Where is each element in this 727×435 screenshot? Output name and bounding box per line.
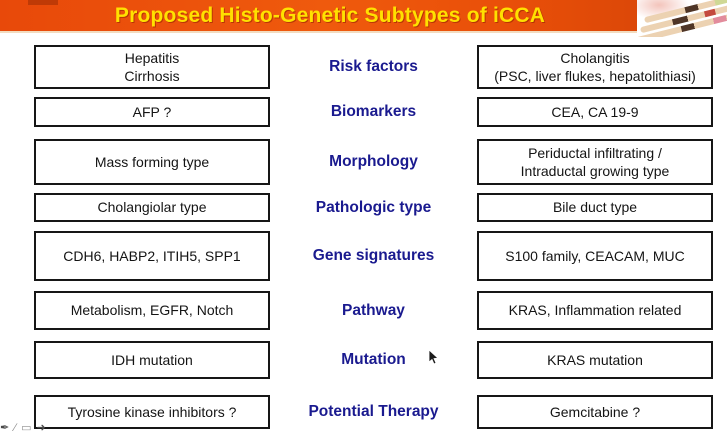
comparison-row: AFP ? Biomarkers CEA, CA 19-9 — [0, 97, 727, 127]
slash-pen-icon[interactable]: ∕ — [14, 422, 17, 434]
right-subtype-box: Bile duct type — [477, 193, 713, 222]
presenter-toolbar: ✒ ∕ ▭ ➜ — [0, 421, 46, 435]
row-category-label: Pathway — [342, 301, 405, 319]
right-subtype-box: S100 family, CEACAM, MUC — [477, 231, 713, 281]
right-subtype-box: Cholangitis (PSC, liver flukes, hepatoli… — [477, 45, 713, 89]
right-subtype-box: KRAS mutation — [477, 341, 713, 379]
left-subtype-box: Metabolism, EGFR, Notch — [34, 291, 270, 330]
banner-accent — [28, 0, 58, 5]
comparison-row: Mass forming type Morphology Periductal … — [0, 139, 727, 185]
row-category-label: Gene signatures — [312, 247, 435, 264]
left-subtype-box: IDH mutation — [34, 341, 270, 379]
comparison-row: Tyrosine kinase inhibitors ? Potential T… — [0, 395, 727, 429]
pen-icon[interactable]: ✒ — [0, 422, 10, 434]
right-subtype-box: Periductal infiltrating / Intraductal gr… — [477, 139, 713, 185]
row-category-label: Risk factors — [329, 58, 418, 75]
row-category-label: Pathologic type — [315, 198, 432, 216]
comparison-row: CDH6, HABP2, ITIH5, SPP1 Gene signatures… — [0, 231, 727, 281]
left-subtype-box: Cholangiolar type — [34, 193, 270, 222]
left-subtype-box: Tyrosine kinase inhibitors ? — [34, 395, 270, 429]
comparison-row: Hepatitis Cirrhosis Risk factors Cholang… — [0, 45, 727, 89]
row-category-label: Mutation — [341, 351, 406, 368]
left-subtype-box: CDH6, HABP2, ITIH5, SPP1 — [34, 231, 270, 281]
left-subtype-box: AFP ? — [34, 97, 270, 127]
title-banner — [0, 0, 727, 31]
right-subtype-box: Gemcitabine ? — [477, 395, 713, 429]
right-subtype-box: KRAS, Inflammation related — [477, 291, 713, 330]
comparison-row: Metabolism, EGFR, Notch Pathway KRAS, In… — [0, 291, 727, 330]
left-subtype-box: Mass forming type — [34, 139, 270, 185]
mouse-cursor-icon — [428, 350, 439, 365]
rectangle-icon[interactable]: ▭ — [21, 422, 32, 434]
row-category-label: Morphology — [329, 153, 418, 170]
comparison-row: IDH mutation Mutation KRAS mutation — [0, 341, 727, 379]
karyotype-decoration-image — [637, 0, 727, 37]
comparison-row: Cholangiolar type Pathologic type Bile d… — [0, 193, 727, 222]
row-category-label: Potential Therapy — [308, 403, 439, 420]
right-subtype-box: CEA, CA 19-9 — [477, 97, 713, 127]
banner-underline — [0, 31, 727, 33]
row-category-label: Biomarkers — [330, 103, 417, 120]
slide-title: Proposed Histo-Genetic Subtypes of iCCA — [114, 3, 546, 27]
arrow-next-icon[interactable]: ➜ — [36, 422, 46, 434]
left-subtype-box: Hepatitis Cirrhosis — [34, 45, 270, 89]
